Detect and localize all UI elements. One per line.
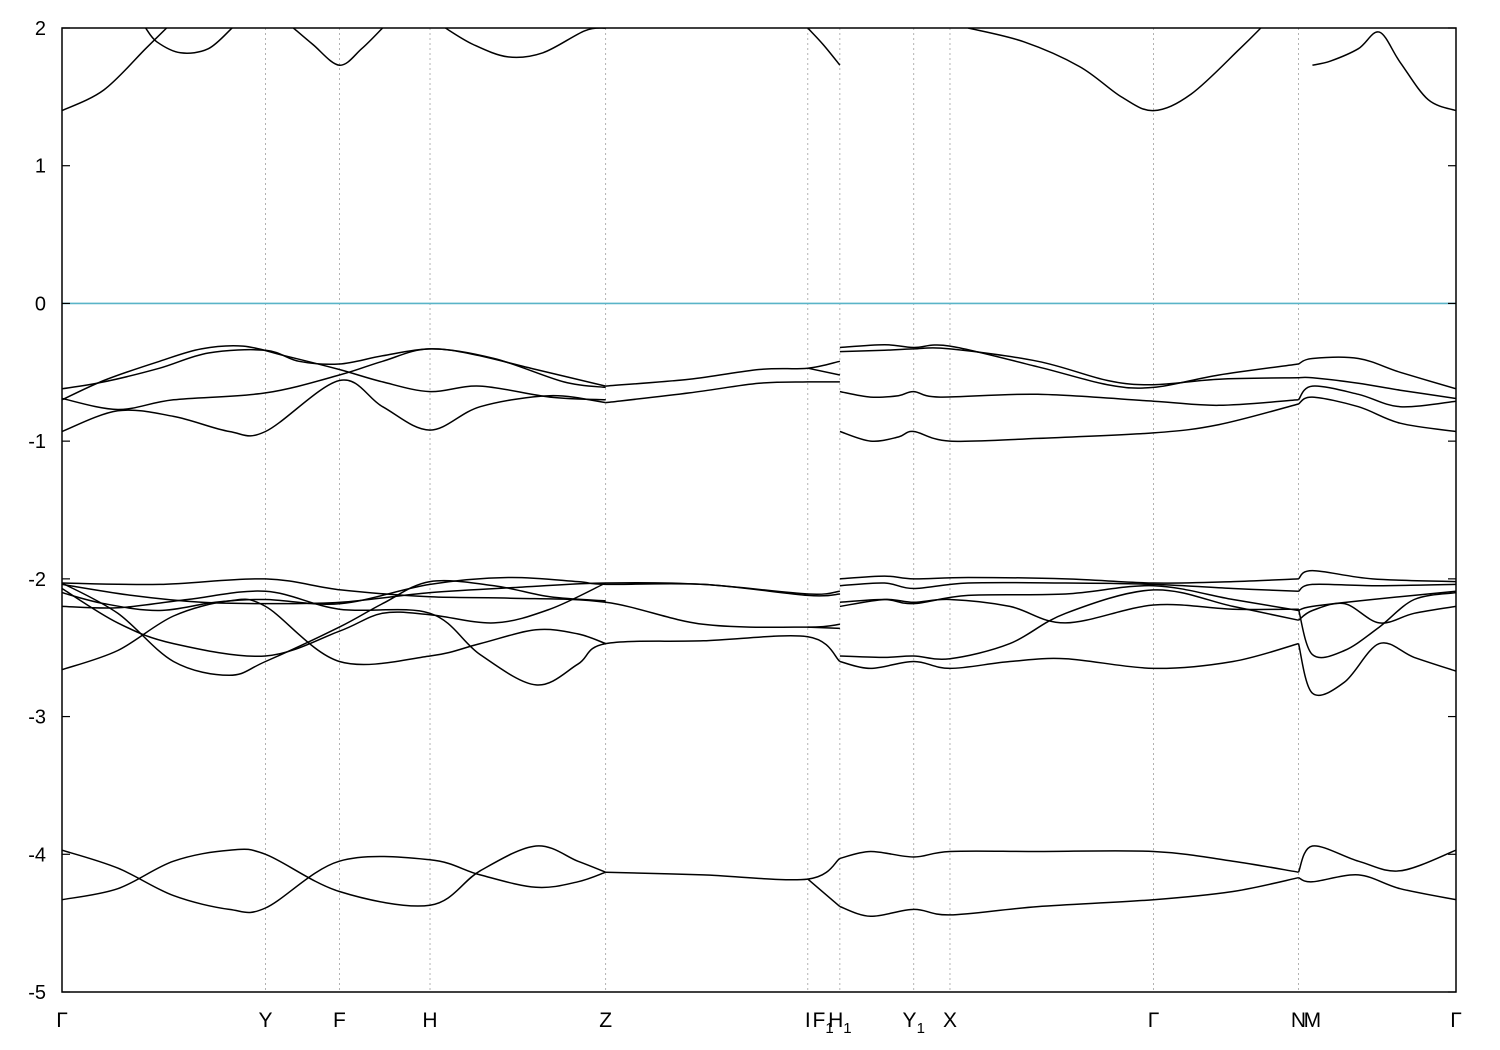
k-point-label: F1 — [813, 1009, 834, 1037]
band-group-1-segment-10 — [839, 403, 1299, 443]
band-group-2-segment-16 — [1298, 590, 1456, 612]
k-point-label: H — [422, 1009, 437, 1032]
band-group-3-segment-1 — [62, 845, 606, 907]
band-group-2-segment-18 — [1297, 642, 1456, 697]
y-tick-label: -3 — [28, 707, 46, 729]
y-tick-label: -5 — [28, 982, 46, 1004]
k-point-label: Γ — [56, 1009, 68, 1032]
plot-frame — [61, 27, 1457, 993]
band-group-0-segment-2 — [292, 28, 384, 66]
y-tick-label: 2 — [35, 18, 46, 40]
band-group-3-segment-3 — [807, 878, 841, 908]
k-point-label: Y1 — [903, 1009, 925, 1037]
band-group-2-segment-2 — [62, 576, 840, 612]
band-group-2-segment-19 — [1297, 591, 1456, 659]
band-group-1-segment-3 — [62, 379, 606, 437]
band-group-1-segment-9 — [839, 390, 1299, 407]
band-lines — [62, 28, 1456, 918]
band-group-2-segment-9 — [839, 581, 1299, 593]
band-group-0-segment-0 — [62, 28, 168, 112]
band-group-2-segment-5 — [62, 579, 606, 677]
band-group-0-segment-6 — [1312, 31, 1456, 112]
y-tick-label: 1 — [35, 156, 46, 178]
band-group-2-segment-7 — [807, 626, 840, 630]
band-group-1-segment-11 — [1298, 356, 1456, 390]
band-group-1-segment-6 — [807, 367, 841, 376]
k-point-label: Γ — [1148, 1009, 1160, 1032]
band-group-3-segment-2 — [605, 857, 841, 881]
band-group-1-segment-14 — [1298, 396, 1456, 433]
band-group-2-segment-15 — [1298, 583, 1456, 592]
k-point-label: Z — [599, 1009, 612, 1032]
k-point-label: H1 — [828, 1009, 852, 1037]
k-point-label: Γ — [1450, 1009, 1462, 1032]
band-group-1-segment-4 — [605, 360, 841, 387]
band-group-3-segment-7 — [1298, 874, 1456, 901]
band-group-2-segment-13 — [839, 598, 1299, 624]
band-group-3-segment-4 — [839, 850, 1299, 873]
band-group-3-segment-6 — [1297, 845, 1456, 873]
y-axis-ticks: 2 1 0 -1 -2 -3 -4 -5 — [28, 18, 1456, 1004]
band-group-3-segment-0 — [62, 849, 606, 914]
y-tick-label: -4 — [28, 844, 46, 866]
band-group-1-segment-8 — [839, 347, 1299, 386]
band-group-0-segment-1 — [144, 28, 233, 54]
y-tick-label: -1 — [28, 431, 46, 453]
grid-lines — [265, 28, 1299, 992]
k-point-label: N — [1291, 1009, 1306, 1032]
k-point-label: F — [333, 1009, 346, 1032]
y-tick-label: -2 — [28, 569, 46, 591]
band-group-1-segment-1 — [62, 344, 606, 401]
band-group-0-segment-5 — [967, 28, 1262, 112]
k-point-label: X — [943, 1009, 957, 1032]
band-group-1-segment-12 — [1298, 376, 1456, 400]
band-group-2-segment-11 — [839, 589, 1299, 660]
band-group-2-segment-14 — [1297, 569, 1456, 583]
y-tick-label: 0 — [35, 293, 46, 315]
band-group-3-segment-5 — [839, 876, 1299, 918]
band-group-2-segment-6 — [62, 582, 607, 658]
band-group-2-segment-8 — [839, 575, 1299, 584]
band-group-2-segment-0 — [62, 578, 840, 629]
band-group-2-segment-17 — [1298, 602, 1456, 624]
band-group-1-segment-2 — [62, 348, 606, 411]
band-group-0-segment-3 — [445, 28, 606, 59]
band-group-1-segment-7 — [839, 343, 1299, 389]
band-group-2-segment-12 — [839, 642, 1299, 670]
k-point-label: I — [805, 1009, 811, 1032]
band-group-1-segment-13 — [1297, 385, 1456, 408]
band-group-0-segment-4 — [807, 28, 841, 66]
band-group-2-segment-3 — [62, 590, 841, 686]
k-point-label: Y — [259, 1009, 273, 1032]
k-point-label: M — [1304, 1009, 1322, 1032]
band-group-2-segment-4 — [62, 598, 606, 671]
band-group-1-segment-5 — [605, 381, 840, 404]
